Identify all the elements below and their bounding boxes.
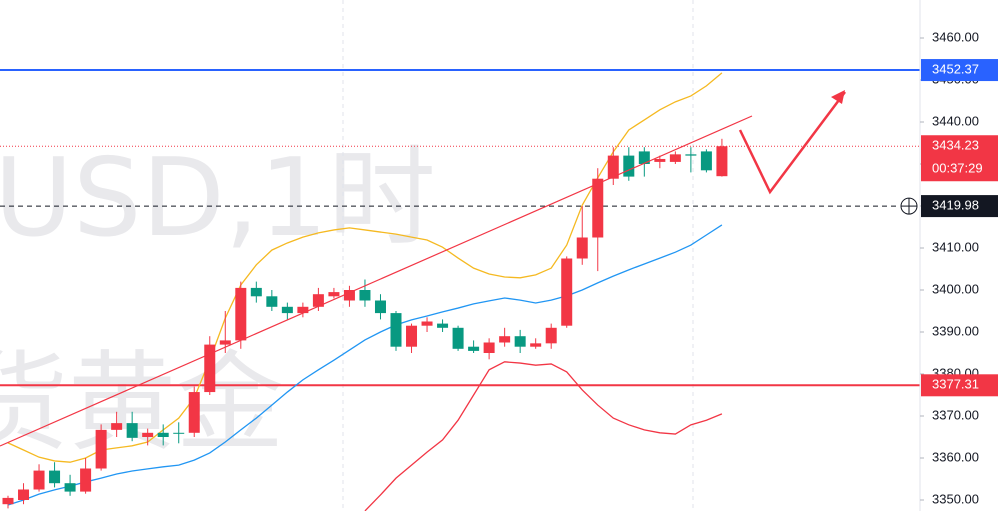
candle-body <box>700 151 712 171</box>
indicator-line <box>364 361 723 511</box>
candle-body <box>95 429 107 469</box>
candle-body <box>607 155 619 179</box>
candle-body <box>18 489 30 500</box>
y-tick-label: 3370.00 <box>932 407 979 422</box>
candle-body <box>204 344 216 393</box>
y-tick-label: 3390.00 <box>932 323 979 338</box>
y-tick-label: 3460.00 <box>932 29 979 44</box>
candle-body <box>266 296 278 307</box>
candle-body <box>219 340 231 345</box>
candle-body <box>530 343 542 347</box>
candle-body <box>576 237 588 259</box>
trend-line <box>0 115 753 447</box>
price-axis: 3350.003360.003370.003380.003390.003400.… <box>920 29 998 506</box>
watermark: USD,1时 货黄金 <box>0 136 436 466</box>
price-label-bg <box>921 374 998 397</box>
candle-body <box>64 483 76 492</box>
candle-body <box>437 323 449 328</box>
candle-body <box>33 470 45 490</box>
y-tick-label: 3410.00 <box>932 239 979 254</box>
candle-body <box>49 470 61 484</box>
crosshair-label-bg <box>921 195 998 218</box>
candle-body <box>452 327 464 349</box>
last-price-label: 3434.23 <box>932 138 979 153</box>
price-label-bg <box>921 59 998 82</box>
forecast-arrow <box>738 91 846 195</box>
price-label: 3452.37 <box>932 61 979 76</box>
candle-body <box>281 306 293 314</box>
candle-body <box>142 432 154 437</box>
candle-body <box>312 294 324 307</box>
candle-body <box>328 292 340 297</box>
candle-body <box>592 178 604 238</box>
y-tick-label: 3360.00 <box>932 449 979 464</box>
candle-body <box>406 325 418 347</box>
countdown: 00:37:29 <box>932 161 983 176</box>
candle-body <box>126 423 138 438</box>
plot-area <box>0 69 920 511</box>
candle-body <box>111 423 123 430</box>
candle-body <box>561 258 573 326</box>
candle-body <box>545 327 557 344</box>
candle-body <box>499 336 511 343</box>
crosshair-label: 3419.98 <box>932 198 979 213</box>
candle-body <box>297 306 309 314</box>
indicator-line <box>7 72 723 463</box>
candle-body <box>374 300 386 314</box>
candle-body <box>669 154 681 162</box>
y-tick-label: 3440.00 <box>932 113 979 128</box>
watermark-text: 货黄金 <box>0 341 284 466</box>
arrow-head <box>831 90 845 104</box>
candle-body <box>623 155 635 177</box>
drawings <box>0 90 846 447</box>
candle-body <box>235 287 247 341</box>
candle-body <box>654 158 666 162</box>
candle-body <box>390 313 402 347</box>
candle-body <box>80 468 92 492</box>
candle-body <box>173 432 185 434</box>
y-tick-label: 3400.00 <box>932 281 979 296</box>
candle-body <box>468 346 480 351</box>
candle-body <box>188 392 200 433</box>
watermark-text: USD,1时 <box>0 136 436 261</box>
candle-body <box>514 336 526 347</box>
candle-body <box>716 146 728 177</box>
last-price-bg <box>921 135 998 182</box>
candle-body <box>421 321 433 326</box>
y-tick-label: 3350.00 <box>932 491 979 506</box>
candle-body <box>685 154 697 156</box>
candle-body <box>343 290 355 301</box>
indicator-line <box>7 224 723 506</box>
candle-body <box>250 287 262 297</box>
candle-body <box>2 497 14 505</box>
candle-body <box>157 432 169 437</box>
price-label: 3377.31 <box>932 377 979 392</box>
candle-body <box>483 342 495 354</box>
candle-body <box>638 151 650 165</box>
candle-body <box>359 290 371 301</box>
